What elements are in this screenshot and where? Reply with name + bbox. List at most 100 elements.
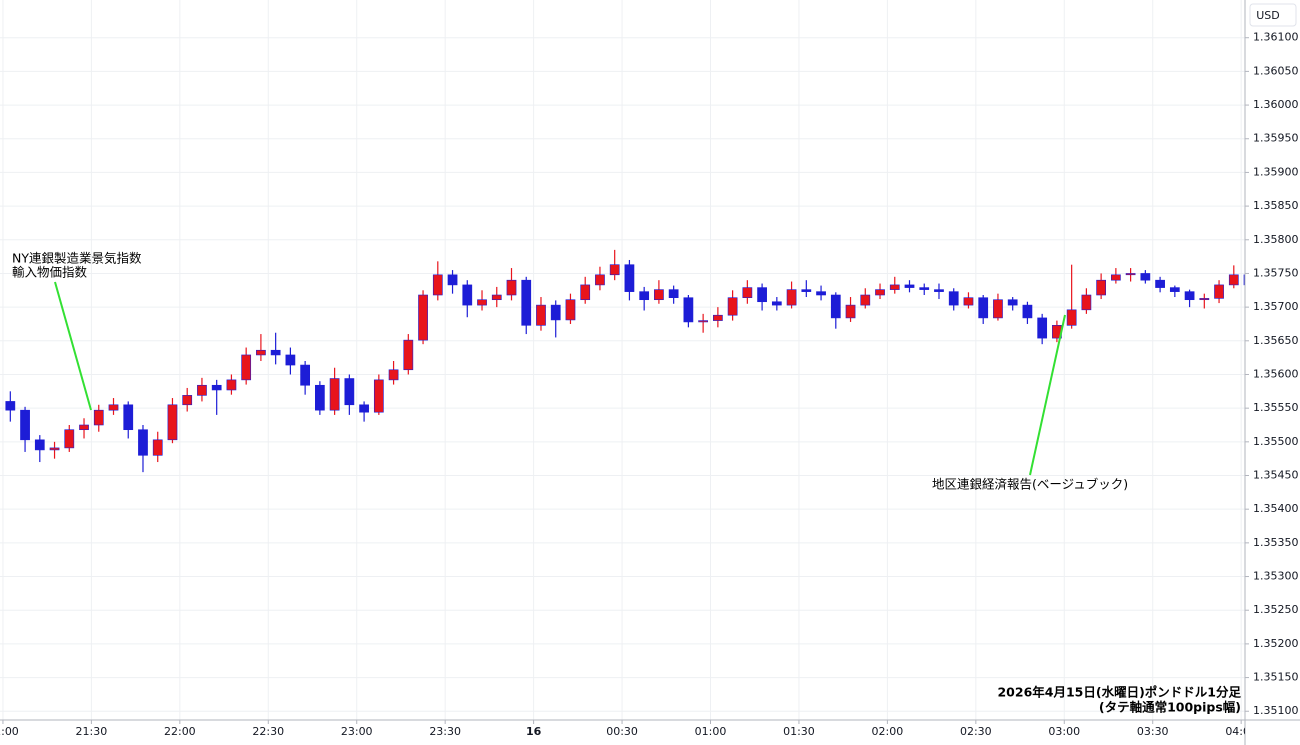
x-tick-label: 21:30: [76, 725, 108, 738]
y-tick-label: 1.35100: [1253, 704, 1299, 717]
candle-body: [565, 299, 576, 321]
candle-body: [1199, 298, 1210, 301]
y-tick-label: 1.36050: [1253, 64, 1299, 77]
y-tick-label: 1.35900: [1253, 165, 1299, 178]
candle-body: [388, 369, 399, 381]
candle-body: [1243, 274, 1245, 286]
y-tick-label: 1.35350: [1253, 536, 1299, 549]
caption: (タテ軸通常100pips幅): [1099, 700, 1241, 715]
candle-body: [329, 378, 340, 411]
grid: [0, 0, 1245, 720]
annotation-text: NY連銀製造業景気指数: [12, 251, 142, 266]
candle-body: [1214, 284, 1224, 299]
candle-body: [211, 384, 222, 391]
candle-body: [344, 378, 355, 406]
candle-body: [285, 354, 296, 366]
candle-body: [742, 287, 753, 298]
candle-body: [93, 409, 104, 426]
candle-body: [727, 297, 738, 316]
candle-body: [138, 429, 148, 456]
candle-body: [963, 297, 974, 306]
y-tick-label: 1.35650: [1253, 334, 1299, 347]
x-axis: 21:00 21:30 22:00 22:30 23:00 23:30 16 00:30 01:…: [0, 720, 1245, 738]
candle-body: [683, 297, 694, 323]
y-tick-label: 1.35750: [1253, 266, 1299, 279]
candle-body: [595, 274, 605, 286]
y-tick-label: 1.36000: [1253, 98, 1299, 111]
annotation-text: 地区連銀経済報告(ベージュブック): [932, 477, 1128, 492]
candle-body: [1037, 317, 1048, 339]
candle-body: [403, 339, 414, 371]
candle-body: [786, 289, 797, 306]
candle-body: [315, 384, 325, 411]
candle-body: [1111, 274, 1121, 281]
candle-body: [418, 294, 428, 341]
x-tick-label: 02:00: [872, 725, 904, 738]
candle-body: [1066, 309, 1077, 326]
y-tick-label: 1.35200: [1253, 637, 1299, 650]
candle-body: [713, 314, 723, 321]
candle-body: [919, 287, 930, 290]
x-tick-label: 02:30: [960, 725, 992, 738]
candle-body: [373, 379, 384, 413]
candle-body: [270, 349, 281, 356]
candle-body: [34, 439, 45, 451]
candle-body: [875, 289, 885, 296]
candle-body: [624, 264, 635, 292]
y-tick-label: 1.35150: [1253, 671, 1299, 684]
candle-body: [889, 284, 900, 290]
candle-body: [359, 404, 369, 413]
x-tick-label: 23:00: [341, 725, 373, 738]
y-tick-label: 1.35450: [1253, 469, 1299, 482]
candle-body: [771, 301, 782, 306]
x-tick-label: 22:00: [164, 725, 196, 738]
candle-body: [948, 291, 959, 306]
y-axis: 1.35100 1.35150 1.35200 1.35250 1.35300 1.353…: [1245, 31, 1299, 717]
candle-body: [108, 404, 119, 411]
candle-body: [64, 429, 75, 449]
candle-body: [860, 294, 871, 306]
annotation-connector: [1029, 314, 1066, 476]
x-tick-label: 03:00: [1048, 725, 1080, 738]
candle-body: [698, 320, 709, 323]
candle-body: [1169, 287, 1180, 292]
candle-body: [1125, 273, 1136, 276]
candle-body: [845, 304, 856, 319]
caption: 2026年4月15日(水曜日)ポンドドル1分足: [997, 685, 1241, 700]
candle-body: [609, 264, 620, 276]
candle-body: [491, 294, 502, 301]
candle-body: [904, 284, 915, 288]
x-tick-label: 22:30: [252, 725, 284, 738]
candle-body: [757, 287, 767, 303]
candle-body: [1081, 294, 1092, 311]
candle-body: [1228, 274, 1239, 286]
candle-body: [197, 384, 207, 396]
candle-body: [241, 354, 252, 381]
candle-body: [1140, 273, 1151, 281]
y-tick-label: 1.35500: [1253, 435, 1299, 448]
candle-body: [801, 289, 812, 292]
x-tick-label: 21:00: [0, 725, 19, 738]
candle-body: [300, 364, 311, 386]
y-tick-label: 1.35850: [1253, 199, 1299, 212]
y-tick-label: 1.35400: [1253, 502, 1299, 515]
candle-body: [5, 401, 16, 411]
candle-body: [816, 291, 826, 296]
candle-body: [447, 274, 458, 286]
candle-body: [1022, 304, 1033, 319]
annotation-connector: [54, 281, 92, 411]
candle-body: [993, 299, 1003, 319]
candle-body: [978, 297, 989, 319]
y-tick-label: 1.35250: [1253, 603, 1299, 616]
candle-body: [639, 291, 650, 301]
annotation-text: 輸入物価指数: [12, 265, 88, 280]
x-tick-label: 01:30: [783, 725, 815, 738]
candle-body: [521, 279, 532, 326]
candle-body: [1007, 299, 1018, 306]
x-tick-label: 16: [526, 725, 542, 738]
candle-body: [550, 304, 561, 321]
candle-body: [432, 274, 443, 296]
x-tick-label: 23:30: [429, 725, 461, 738]
